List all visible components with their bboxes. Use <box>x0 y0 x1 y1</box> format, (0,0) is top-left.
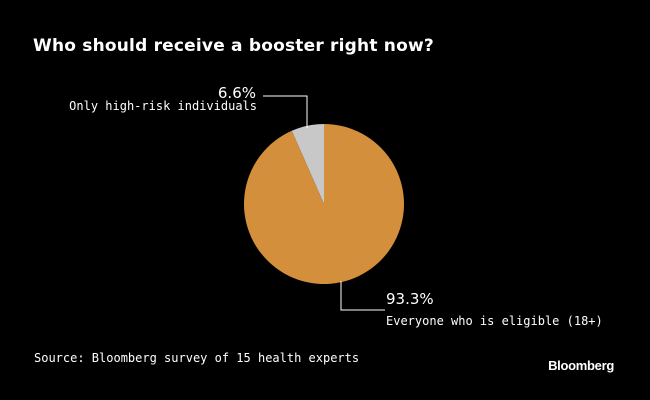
source-note: Source: Bloomberg survey of 15 health ex… <box>34 351 360 365</box>
pie-slice-everyone-eligible <box>244 124 404 284</box>
leader-line-everyone-eligible <box>340 281 385 311</box>
data-label-everyone-eligible-percent: 93.3% <box>386 290 434 308</box>
bloomberg-logo: Bloomberg <box>548 358 614 373</box>
data-label-high-risk-name: Only high-risk individuals <box>69 99 257 113</box>
leader-line-high-risk <box>263 95 308 128</box>
data-label-high-risk-percent: 6.6% <box>218 84 256 102</box>
data-label-everyone-eligible-name: Everyone who is eligible (18+) <box>386 314 603 328</box>
chart-title: Who should receive a booster right now? <box>33 36 434 56</box>
pie-slice-high-risk <box>291 124 324 204</box>
